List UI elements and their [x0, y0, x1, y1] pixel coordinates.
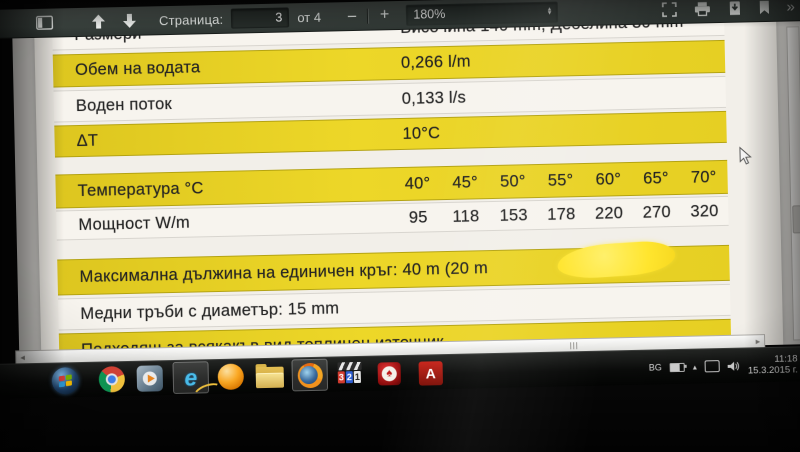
- print-icon[interactable]: [693, 1, 710, 16]
- taskbar-firefox-button[interactable]: [291, 358, 329, 392]
- spec-table: Размери Височина 140 mm; Дебелина 30 mm …: [51, 5, 732, 368]
- system-tray: BG ▴ 11:18 15.3.2015 г.: [649, 353, 800, 379]
- row-label: ΔT: [76, 131, 99, 150]
- temp-cell: 65°: [643, 168, 669, 188]
- row-value: 0,266 l/m: [400, 52, 471, 72]
- note-text: Максимална дължина на единичен кръг: 40 …: [79, 258, 489, 286]
- page-label: Страница:: [158, 11, 224, 28]
- zoom-out-button[interactable]: −: [346, 6, 358, 26]
- vertical-scrollbar-thumb[interactable]: [792, 205, 800, 234]
- temp-cell: 70°: [690, 167, 717, 187]
- power-cell: 153: [499, 205, 528, 225]
- row-value: 10°C: [402, 123, 441, 143]
- start-button[interactable]: [51, 366, 80, 395]
- battery-icon[interactable]: [669, 362, 685, 372]
- taskbar-adobe-reader-icon[interactable]: A: [418, 360, 444, 386]
- internet-explorer-icon: e: [184, 363, 198, 391]
- more-tools-chevron-icon[interactable]: »: [786, 0, 795, 16]
- taskbar-internet-explorer-button[interactable]: e: [172, 361, 226, 405]
- presentation-mode-icon[interactable]: [661, 1, 677, 17]
- scrollbar-grip-icon[interactable]: [569, 342, 577, 350]
- power-cell: 220: [594, 203, 624, 223]
- previous-page-button[interactable]: [91, 14, 106, 29]
- windows-logo-icon: [58, 373, 72, 387]
- temp-cell: 50°: [499, 171, 526, 191]
- note-text: Медни тръби с диаметър: 15 mm: [80, 298, 340, 323]
- temp-cell: 45°: [452, 172, 479, 192]
- speaker-icon[interactable]: [727, 360, 740, 371]
- page-count-label: от 4: [297, 9, 322, 25]
- taskbar-pokerstars-icon[interactable]: ♠: [377, 362, 402, 386]
- row-label: Воден поток: [75, 94, 173, 115]
- download-icon[interactable]: [727, 0, 741, 15]
- clapperboard-icon: [337, 361, 362, 371]
- mouse-cursor-icon: [739, 146, 752, 165]
- scroll-right-arrow-icon[interactable]: ▸: [755, 336, 761, 347]
- power-cell: 95: [408, 207, 428, 227]
- firefox-icon: [297, 362, 323, 388]
- power-cell: 270: [642, 202, 672, 222]
- censor-highlight-blob: [556, 239, 677, 281]
- taskbar-media-player-icon[interactable]: [136, 365, 164, 392]
- temperature-cells: 40° 45° 50° 55° 60° 65° 70°: [385, 167, 727, 193]
- toolbar-right-group: »: [661, 0, 800, 18]
- page-number-input[interactable]: [231, 7, 290, 29]
- pdf-page: Размери Височина 140 mm; Дебелина 30 mm …: [33, 4, 784, 368]
- tray-clock[interactable]: 11:18 15.3.2015 г.: [748, 353, 798, 376]
- spade-icon: ♠: [381, 366, 397, 382]
- taskbar-mpc-321-icon[interactable]: 3 2 1: [337, 361, 363, 388]
- taskbar-chrome-icon[interactable]: [98, 366, 126, 393]
- power-cell: 320: [690, 201, 719, 221]
- next-page-button[interactable]: [122, 13, 137, 28]
- bookmark-icon[interactable]: [758, 0, 769, 15]
- zoom-value: 180%: [413, 6, 446, 22]
- power-cell: 178: [547, 204, 576, 224]
- zoom-select[interactable]: 180% ▴ ▾: [406, 1, 559, 26]
- row-label: Обем на водата: [74, 58, 201, 80]
- row-value: 0,133 l/s: [401, 88, 467, 108]
- temp-cell: 60°: [595, 169, 622, 189]
- power-cell: 118: [452, 206, 480, 226]
- screen: Страница: от 4 − + 180% ▴▾: [0, 0, 800, 418]
- taskbar-file-explorer-icon[interactable]: [255, 363, 285, 389]
- display-icon[interactable]: [704, 360, 720, 373]
- tray-expand-icon[interactable]: ▴: [692, 362, 697, 372]
- language-indicator[interactable]: BG: [648, 362, 662, 373]
- sidebar-toggle-icon[interactable]: [35, 15, 54, 30]
- scroll-left-arrow-icon[interactable]: ◂: [20, 352, 25, 363]
- row-label: Мощност W/m: [78, 213, 191, 234]
- mpc-digits: 3 2 1: [337, 370, 361, 384]
- taskbar-orange-agent-icon[interactable]: [217, 363, 245, 391]
- toolbar-divider: [367, 8, 370, 24]
- pdf-viewport: Размери Височина 140 mm; Дебелина 30 mm …: [11, 0, 800, 368]
- zoom-spinner-icon: ▴ ▾: [547, 5, 552, 17]
- power-cells: 95 118 153 178 220 270 320: [386, 201, 728, 227]
- temp-cell: 40°: [404, 173, 431, 193]
- row-label: Температура °C: [77, 178, 204, 200]
- zoom-in-button[interactable]: +: [379, 6, 390, 24]
- tray-date: 15.3.2015 г.: [747, 364, 798, 377]
- temp-cell: 55°: [547, 170, 574, 190]
